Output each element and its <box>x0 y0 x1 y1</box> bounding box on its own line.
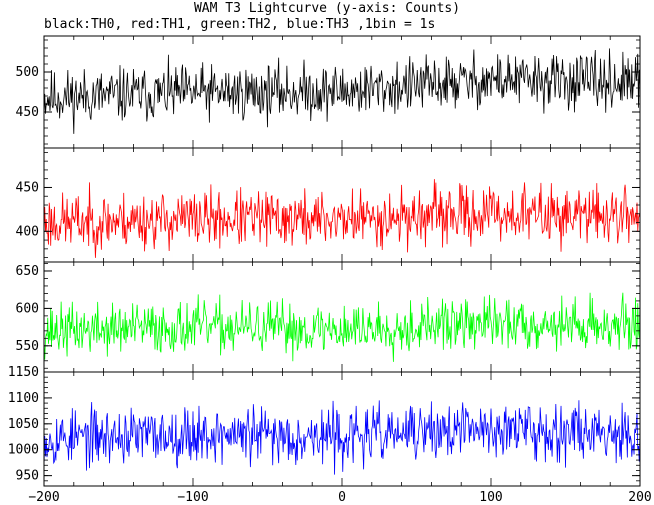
y-tick-label-th0: 500 <box>16 65 39 80</box>
x-tick-label: 200 <box>628 490 651 505</box>
chart-subtitle: black:TH0, red:TH1, green:TH2, blue:TH3 … <box>44 17 436 32</box>
series-line-th3 <box>44 400 640 475</box>
y-tick-label-th3: 1000 <box>8 443 39 458</box>
y-tick-label-th1: 400 <box>16 224 39 239</box>
x-tick-label: 0 <box>338 490 346 505</box>
chart-title: WAM T3 Lightcurve (y-axis: Counts) <box>193 1 461 16</box>
y-tick-label-th2: 550 <box>16 339 39 354</box>
panel-frame-th3 <box>43 371 641 487</box>
y-tick-label-th0: 450 <box>16 105 39 120</box>
y-tick-label-th2: 650 <box>16 264 39 279</box>
y-tick-label-th3: 1050 <box>8 417 39 432</box>
y-tick-label-th3: 1150 <box>8 365 39 380</box>
x-tick-label: 100 <box>479 490 502 505</box>
series-line-th2 <box>44 292 640 362</box>
y-tick-label-th1: 450 <box>16 180 39 195</box>
series-line-th0 <box>44 48 640 134</box>
y-tick-label-th2: 600 <box>16 301 39 316</box>
x-tick-label: −200 <box>28 490 59 505</box>
series-line-th1 <box>44 179 640 258</box>
y-tick-label-th3: 950 <box>16 469 39 484</box>
x-tick-label: −100 <box>177 490 208 505</box>
y-tick-label-th3: 1100 <box>8 391 39 406</box>
